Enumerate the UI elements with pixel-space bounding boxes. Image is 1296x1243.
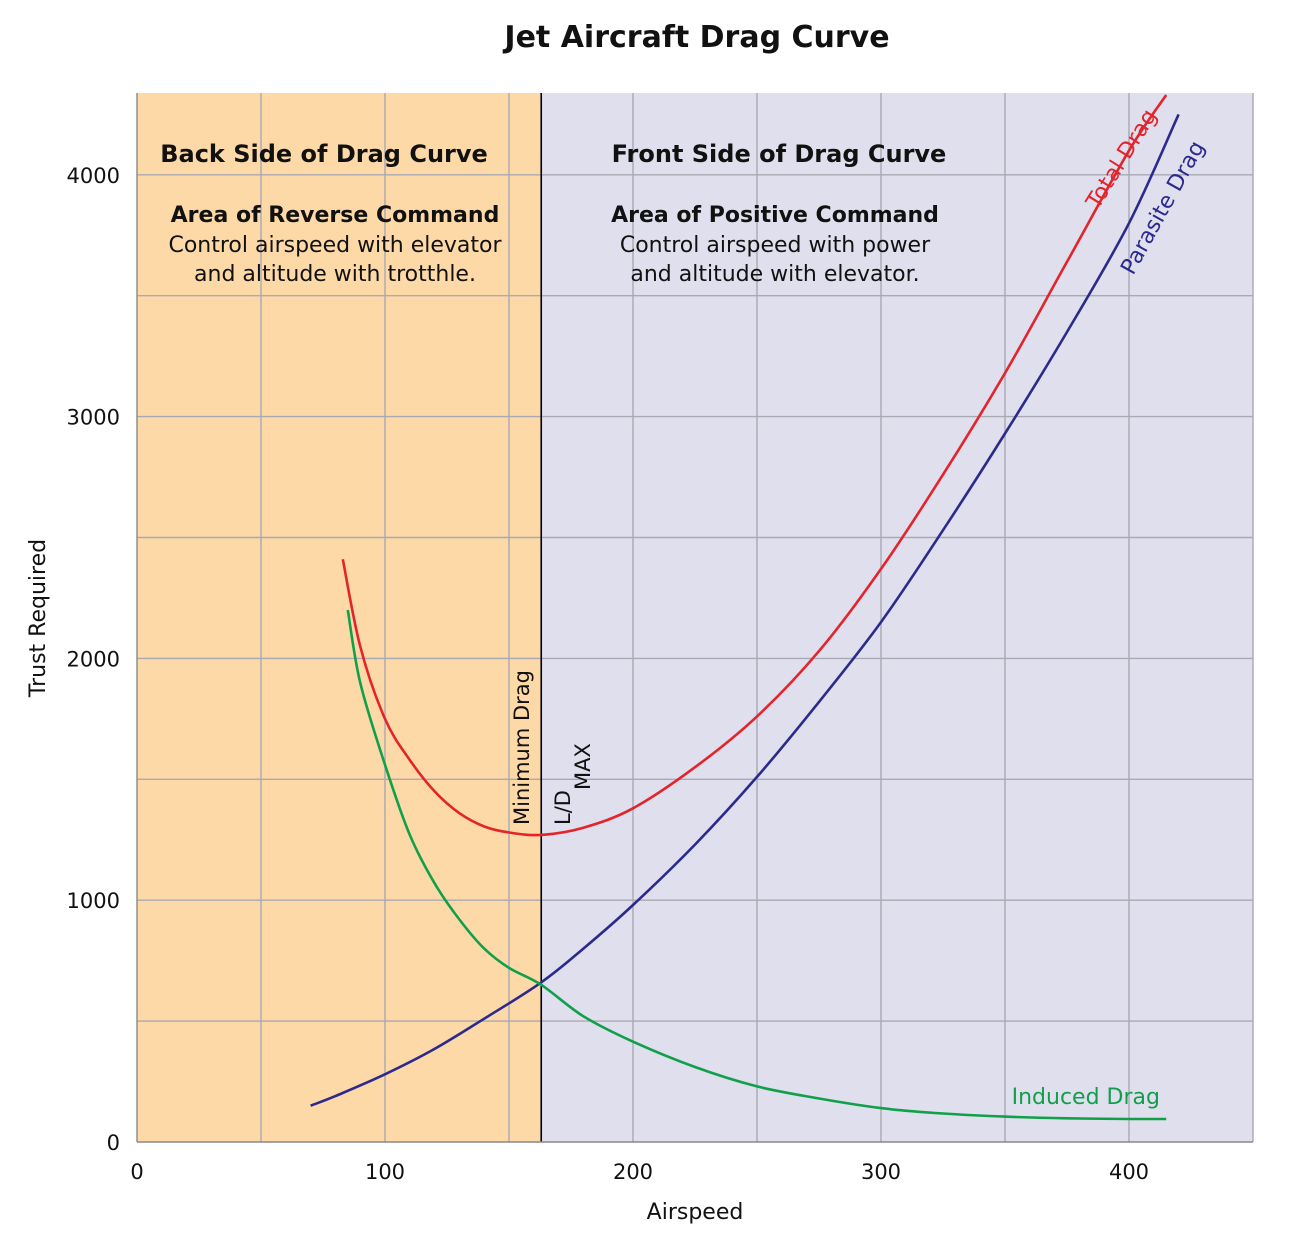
ld-max-subscript: MAX [571,743,595,790]
y-tick-label: 4000 [67,164,120,188]
front-side-line-2: and altitude with elevator. [630,262,919,287]
minimum-drag-annotation: Minimum Drag [510,670,534,825]
ld-max-annotation: L/DMAX [551,743,595,825]
grid-lines [137,93,1254,1142]
x-tick-labels: 0 100 200 300 400 [130,1160,1149,1184]
front-side-subtitle: Area of Positive Command [611,203,939,228]
x-tick-label: 200 [613,1160,653,1184]
series-parasite-drag-line [310,113,1180,1107]
x-tick-label: 100 [365,1160,405,1184]
back-side-title: Back Side of Drag Curve [160,140,488,168]
back-side-line-1: Control airspeed with elevator [168,233,502,258]
y-tick-labels: 0 1000 2000 3000 4000 [67,164,120,1155]
ld-label: L/DMAX [551,743,595,825]
back-side-line-2: and altitude with trotthle. [194,262,476,287]
y-tick-label: 1000 [67,889,120,913]
y-tick-label: 3000 [67,406,120,430]
back-side-region [137,93,542,1142]
front-side-line-1: Control airspeed with power [620,233,931,258]
x-tick-label: 400 [1109,1160,1149,1184]
back-side-subtitle: Area of Reverse Command [171,203,500,228]
front-side-title: Front Side of Drag Curve [612,140,947,168]
x-tick-label: 0 [130,1160,143,1184]
ld-main-text: L/D [551,790,575,825]
x-axis-label: Airspeed [647,1200,744,1225]
series-induced-drag-label: Induced Drag [1012,1085,1160,1110]
front-side-region [541,93,1253,1142]
y-tick-label: 0 [107,1131,120,1155]
x-tick-label: 300 [861,1160,901,1184]
series-induced-drag-line [346,609,1167,1121]
chart-title: Jet Aircraft Drag Curve [502,20,889,55]
y-axis-label: Trust Required [26,539,51,698]
y-tick-label: 2000 [67,647,120,671]
series-total-drag-line [341,94,1168,837]
